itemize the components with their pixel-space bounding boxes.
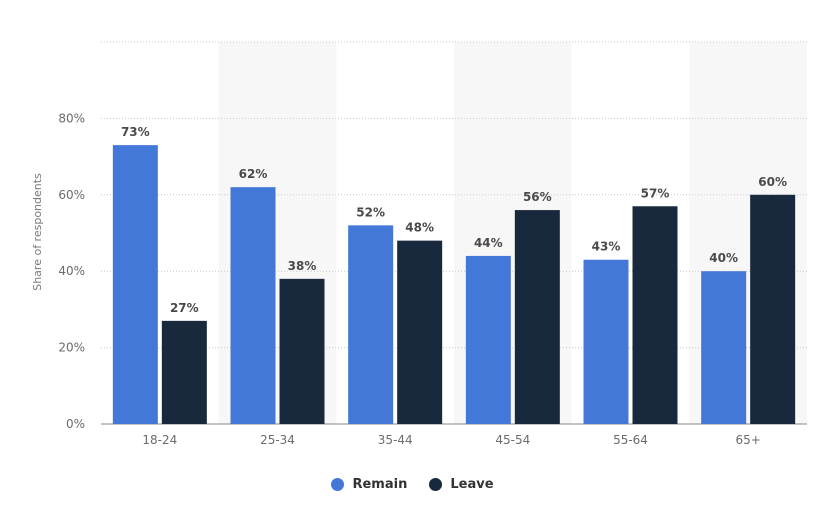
- x-tick-label: 35-44: [378, 433, 413, 447]
- bar-leave: [397, 240, 443, 424]
- x-tick-label: 25-34: [260, 433, 295, 447]
- legend-label-leave: Leave: [450, 477, 494, 492]
- bar-leave: [750, 194, 796, 424]
- data-label: 60%: [758, 175, 787, 189]
- bar-leave: [279, 278, 325, 424]
- y-tick-label: 40%: [58, 264, 85, 278]
- legend-item-remain[interactable]: Remain: [331, 477, 407, 492]
- x-tick-label: 55-64: [613, 433, 648, 447]
- legend-item-leave[interactable]: Leave: [429, 477, 494, 492]
- y-axis: 0% 20% 40% 60% 80%: [58, 111, 85, 431]
- legend: Remain Leave: [0, 477, 825, 492]
- x-tick-label: 65+: [736, 433, 761, 447]
- bar-leave: [514, 210, 560, 424]
- bar-remain: [701, 271, 747, 424]
- data-label: 56%: [523, 190, 552, 204]
- y-tick-label: 20%: [58, 341, 85, 355]
- data-label: 73%: [121, 125, 150, 139]
- data-label: 48%: [405, 221, 434, 235]
- legend-label-remain: Remain: [352, 477, 408, 492]
- y-axis-title: Share of respondents: [31, 173, 44, 291]
- bar-leave: [161, 320, 207, 424]
- bar-remain: [112, 145, 158, 424]
- legend-dot-leave: [429, 478, 443, 491]
- bar-leave: [632, 206, 678, 424]
- data-label: 52%: [356, 205, 385, 219]
- data-label: 44%: [474, 236, 503, 250]
- value-labels: 73% 27% 62% 38% 52% 48% 44% 56% 43% 57% 40% 60%: [121, 125, 787, 315]
- data-label: 57%: [641, 186, 670, 200]
- legend-dot-remain: [331, 478, 345, 491]
- data-label: 38%: [288, 259, 317, 273]
- data-label: 62%: [239, 167, 268, 181]
- bars: [112, 145, 796, 424]
- data-label: 43%: [592, 240, 621, 254]
- x-tick-label: 18-24: [142, 433, 177, 447]
- x-tick-label: 45-54: [495, 433, 530, 447]
- y-tick-label: 80%: [58, 111, 85, 125]
- bar-remain: [465, 255, 511, 424]
- gridlines: [101, 41, 807, 425]
- data-label: 40%: [709, 251, 738, 265]
- y-tick-label: 60%: [58, 188, 85, 202]
- x-axis: 18-24 25-34 35-44 45-54 55-64 65+: [142, 433, 760, 447]
- y-tick-label: 0%: [66, 417, 85, 431]
- data-label: 27%: [170, 301, 199, 315]
- bar-remain: [348, 225, 394, 424]
- bar-remain: [230, 187, 276, 424]
- bar-remain: [583, 259, 629, 424]
